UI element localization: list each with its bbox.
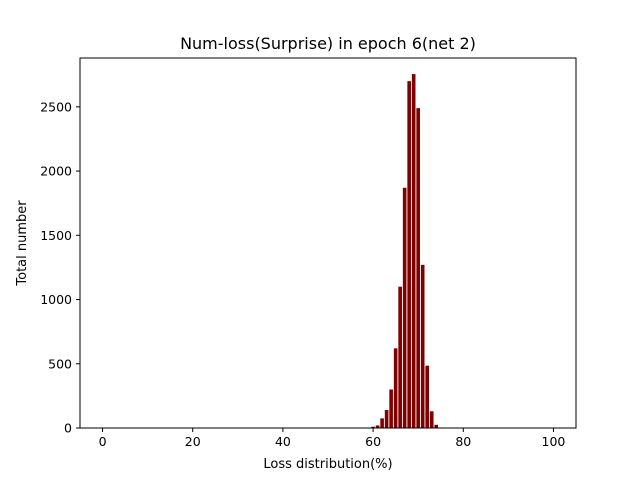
- y-axis-label: Total number: [15, 200, 30, 287]
- y-axis: 0 500 1000 1500 2000 2500: [40, 99, 80, 436]
- y-tick-label: 2000: [40, 164, 72, 179]
- bar-68: [407, 81, 411, 429]
- bar-60: [371, 426, 375, 428]
- bar-61: [375, 425, 380, 428]
- bar-62: [380, 418, 384, 428]
- plot-frame: [79, 57, 577, 429]
- chart-title: Num-loss(Surprise) in epoch 6(net 2): [180, 34, 476, 53]
- bar-63: [384, 410, 389, 428]
- bar-72: [425, 365, 430, 428]
- x-tick-label: 60: [365, 434, 381, 449]
- bar-64: [389, 389, 393, 428]
- bar-67: [402, 187, 407, 428]
- bars-group: [371, 74, 439, 429]
- x-tick-label: 40: [275, 434, 291, 449]
- x-axis: 0 20 40 60 80 100: [99, 428, 566, 449]
- x-axis-label: Loss distribution(%): [263, 457, 392, 472]
- bar-73: [429, 411, 434, 428]
- bar-70: [416, 108, 420, 428]
- x-tick-label: 100: [542, 434, 566, 449]
- bar-71: [420, 264, 425, 428]
- bar-65: [393, 348, 398, 428]
- bar-66: [398, 286, 402, 428]
- y-tick-label: 0: [64, 421, 72, 436]
- y-tick-label: 1000: [40, 292, 72, 307]
- bar-74: [434, 424, 439, 428]
- y-tick-label: 1500: [40, 228, 72, 243]
- bar-69: [411, 74, 416, 428]
- x-tick-label: 80: [455, 434, 471, 449]
- x-tick-label: 20: [185, 434, 201, 449]
- y-tick-label: 500: [48, 356, 72, 371]
- x-tick-label: 0: [99, 434, 107, 449]
- y-tick-label: 2500: [40, 99, 72, 114]
